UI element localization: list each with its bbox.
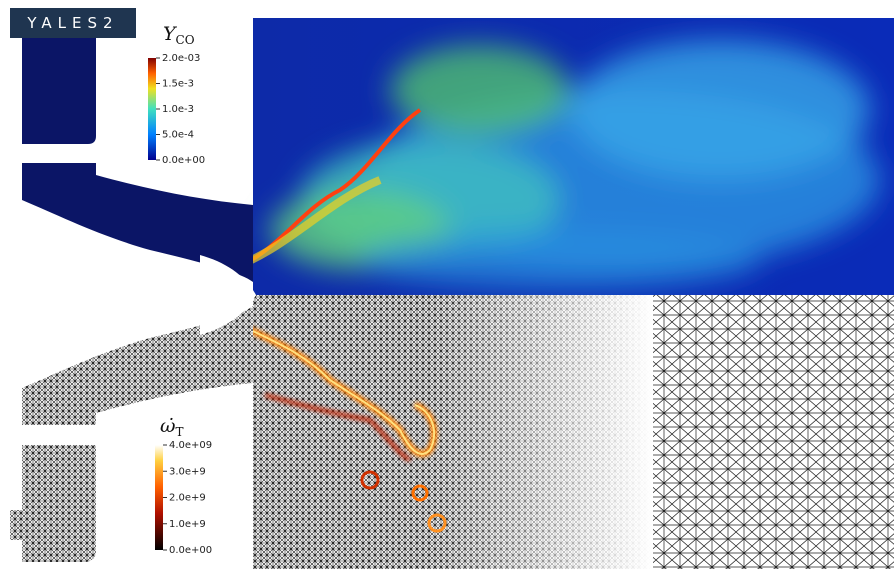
heat-release bbox=[228, 317, 447, 533]
tick-label: 1.0e+9 bbox=[169, 519, 206, 530]
tick-label: 5.0e-4 bbox=[162, 130, 194, 141]
tick-label: 0.0e+00 bbox=[162, 155, 205, 166]
tick-label: 1.0e-3 bbox=[162, 104, 194, 115]
tick-label: 3.0e+9 bbox=[169, 466, 206, 477]
tick-label: 0.0e+00 bbox=[169, 545, 212, 556]
subscript: T bbox=[176, 425, 184, 439]
symbol: Y bbox=[163, 23, 178, 45]
co-front-halo bbox=[238, 176, 382, 269]
subscript: CO bbox=[176, 33, 195, 47]
logo-box bbox=[10, 8, 136, 38]
injector-bottom bbox=[10, 306, 253, 562]
tick-label: 2.0e+9 bbox=[169, 493, 206, 504]
tick-label: 1.5e-3 bbox=[162, 79, 194, 90]
co-patches bbox=[270, 40, 880, 290]
colorbar-title: YCO bbox=[163, 23, 195, 47]
tick-label: 2.0e-03 bbox=[162, 53, 200, 64]
symbol: ω̇ bbox=[160, 415, 176, 437]
mesh-fade bbox=[253, 295, 653, 569]
tick-label: 4.0e+09 bbox=[169, 440, 212, 451]
centerbody-top bbox=[200, 255, 256, 295]
colorbar-title: ω̇T bbox=[160, 415, 184, 439]
injector-top bbox=[22, 18, 253, 282]
logo: YALES2 bbox=[26, 14, 118, 32]
colorbar-heat bbox=[155, 445, 163, 550]
centerbody-bottom bbox=[200, 295, 256, 335]
colorbar-co bbox=[148, 58, 156, 160]
